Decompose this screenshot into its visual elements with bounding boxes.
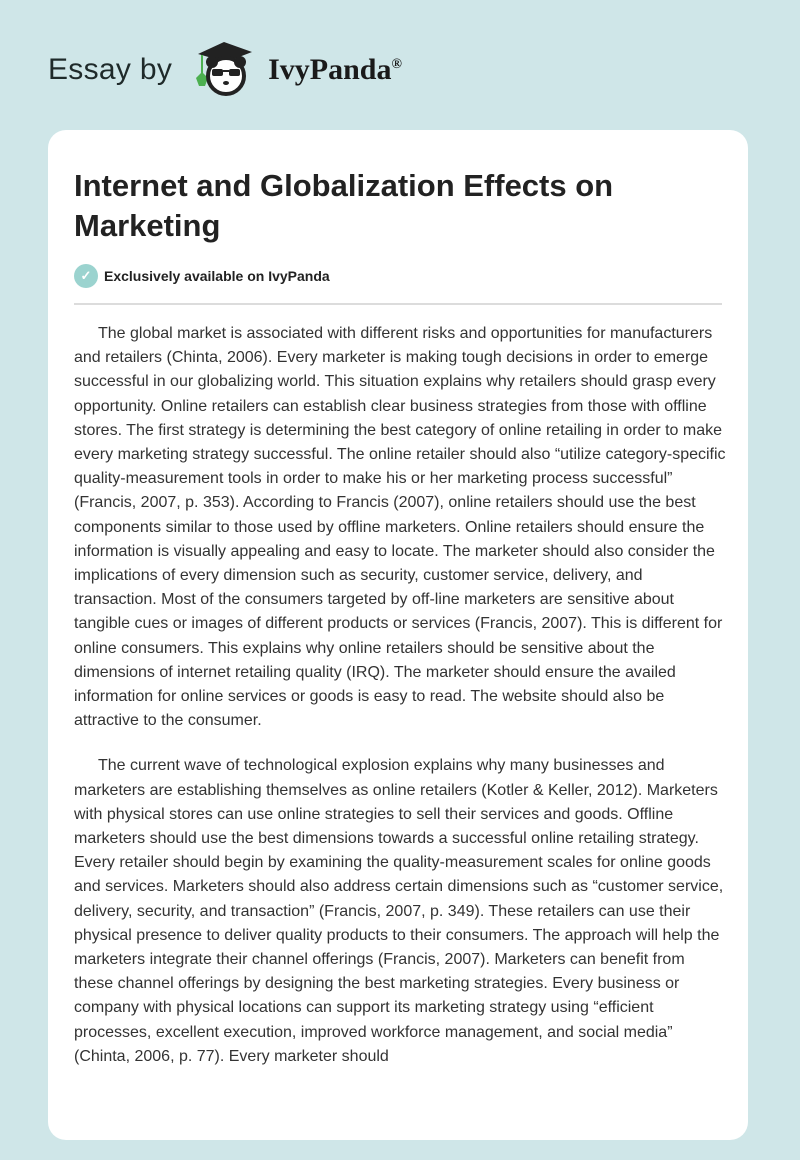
paragraph: The current wave of technological explos… (74, 757, 724, 1065)
exclusive-label: Exclusively available on IvyPanda (104, 268, 330, 284)
brand-name[interactable]: IvyPanda® (268, 53, 402, 87)
page-title: Internet and Globalization Effects on Ma… (74, 168, 614, 243)
site-header: Essay by IvyPanda® (48, 40, 402, 100)
panda-graduate-logo-icon[interactable] (188, 38, 258, 103)
registered-mark: ® (391, 57, 402, 72)
essay-by-label: Essay by (48, 53, 173, 86)
brand-text: IvyPanda (268, 53, 392, 86)
essay-body: The global market is associated with dif… (74, 322, 726, 1090)
paragraph: The global market is associated with dif… (74, 325, 726, 730)
check-icon: ✓ (74, 264, 98, 288)
essay-card: Internet and Globalization Effects on Ma… (48, 130, 748, 1140)
divider (74, 303, 722, 305)
exclusive-badge: ✓ Exclusively available on IvyPanda (74, 264, 330, 288)
